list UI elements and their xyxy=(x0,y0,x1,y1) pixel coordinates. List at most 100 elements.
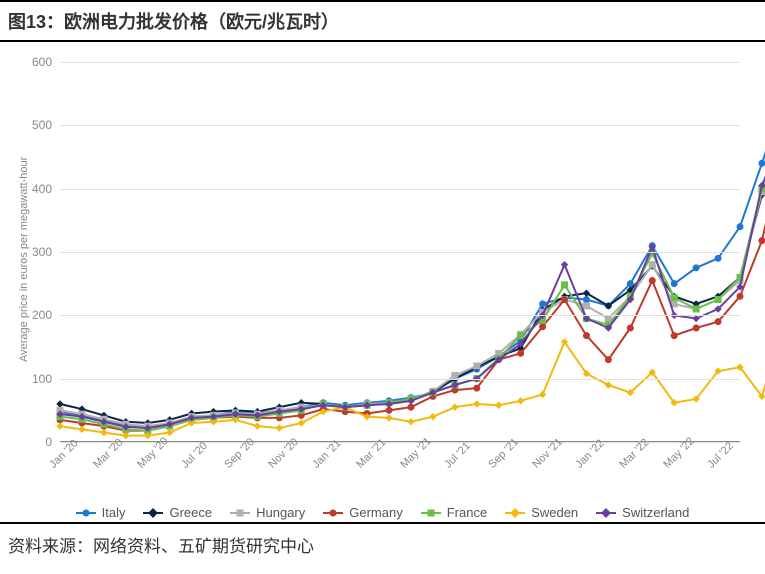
gridline xyxy=(60,125,740,126)
series-marker xyxy=(627,325,633,331)
y-axis-label: Average price in euros per megawatt-hour xyxy=(18,157,30,362)
legend-label: France xyxy=(447,505,487,520)
series-marker xyxy=(386,415,392,421)
series-marker xyxy=(562,262,568,268)
series-marker xyxy=(605,357,611,363)
series-marker xyxy=(430,414,436,420)
y-tick-label: 400 xyxy=(32,182,60,196)
series-marker xyxy=(583,297,589,303)
series-marker xyxy=(583,333,589,339)
y-tick-label: 200 xyxy=(32,308,60,322)
chart-source-bar: 资料来源：网络资料、五矿期货研究中心 xyxy=(0,522,765,557)
series-marker xyxy=(671,295,677,301)
legend-item-sweden: Sweden xyxy=(505,505,578,520)
series-marker xyxy=(408,419,414,425)
y-tick-label: 100 xyxy=(32,372,60,386)
series-marker xyxy=(518,333,524,339)
series-marker xyxy=(408,404,414,410)
legend-item-switzerland: Switzerland xyxy=(596,505,689,520)
series-marker xyxy=(737,224,743,230)
legend-label: Switzerland xyxy=(622,505,689,520)
y-tick-label: 500 xyxy=(32,118,60,132)
series-marker xyxy=(693,265,699,271)
series-marker xyxy=(649,262,655,268)
series-marker xyxy=(57,401,63,407)
series-marker xyxy=(649,278,655,284)
gridline xyxy=(60,379,740,380)
series-marker xyxy=(671,333,677,339)
legend-swatch xyxy=(143,512,163,514)
legend-label: Greece xyxy=(169,505,212,520)
legend-item-germany: Germany xyxy=(323,505,402,520)
y-tick-label: 300 xyxy=(32,245,60,259)
chart-title-bar: 图13：欧洲电力批发价格（欧元/兆瓦时） xyxy=(0,0,765,42)
series-marker xyxy=(715,255,721,261)
series-marker xyxy=(583,303,589,309)
legend-swatch xyxy=(505,512,525,514)
series-marker xyxy=(474,363,480,369)
series-line-germany xyxy=(60,144,765,430)
series-marker xyxy=(101,430,107,436)
series-marker xyxy=(57,423,63,429)
x-tick-label: Jul '20 xyxy=(179,440,210,471)
series-marker xyxy=(759,238,765,244)
series-marker xyxy=(452,373,458,379)
series-marker xyxy=(562,297,568,303)
series-marker xyxy=(474,385,480,391)
series-marker xyxy=(254,423,260,429)
legend-item-france: France xyxy=(421,505,487,520)
series-marker xyxy=(693,306,699,312)
x-tick-label: Jul '21 xyxy=(442,440,473,471)
legend-marker-icon xyxy=(82,509,89,516)
gridline xyxy=(60,252,740,253)
legend-item-hungary: Hungary xyxy=(230,505,305,520)
series-marker xyxy=(715,319,721,325)
legend-marker-icon xyxy=(237,509,244,516)
legend-label: Germany xyxy=(349,505,402,520)
series-marker xyxy=(693,325,699,331)
series-marker xyxy=(737,293,743,299)
legend-item-italy: Italy xyxy=(76,505,126,520)
plot-area: 0100200300400500600Jan '20Mar '20May '20… xyxy=(60,62,740,442)
series-marker xyxy=(540,324,546,330)
legend-marker-icon xyxy=(149,508,159,518)
legend-swatch xyxy=(323,512,343,514)
legend-swatch xyxy=(596,512,616,514)
legend-swatch xyxy=(230,512,250,514)
series-marker xyxy=(759,160,765,166)
series-marker xyxy=(693,316,699,322)
series-marker xyxy=(562,282,568,288)
legend-marker-icon xyxy=(601,508,611,518)
gridline xyxy=(60,62,740,63)
series-marker xyxy=(276,425,282,431)
legend: Italy Greece Hungary Germany France Sweden Swi… xyxy=(0,505,765,520)
legend-swatch xyxy=(76,512,96,514)
y-tick-label: 0 xyxy=(45,435,60,449)
legend-marker-icon xyxy=(330,509,337,516)
series-marker xyxy=(167,430,173,436)
series-marker xyxy=(540,392,546,398)
legend-label: Italy xyxy=(102,505,126,520)
gridline xyxy=(60,315,740,316)
series-marker xyxy=(474,401,480,407)
series-line-france xyxy=(60,129,765,431)
series-marker xyxy=(79,426,85,432)
chart-title: 图13：欧洲电力批发价格（欧元/兆瓦时） xyxy=(8,12,339,32)
series-marker xyxy=(518,398,524,404)
series-marker xyxy=(386,407,392,413)
gridline xyxy=(60,189,740,190)
series-marker xyxy=(715,297,721,303)
series-marker xyxy=(627,281,633,287)
series-marker xyxy=(496,402,502,408)
chart-container: Average price in euros per megawatt-hour… xyxy=(0,42,765,522)
legend-label: Sweden xyxy=(531,505,578,520)
legend-swatch xyxy=(421,512,441,514)
chart-source: 资料来源：网络资料、五矿期货研究中心 xyxy=(8,537,314,556)
series-marker xyxy=(518,350,524,356)
series-marker xyxy=(540,301,546,307)
y-tick-label: 600 xyxy=(32,55,60,69)
series-marker xyxy=(452,404,458,410)
x-tick-label: Jul '22 xyxy=(705,440,736,471)
legend-label: Hungary xyxy=(256,505,305,520)
legend-marker-icon xyxy=(427,509,434,516)
